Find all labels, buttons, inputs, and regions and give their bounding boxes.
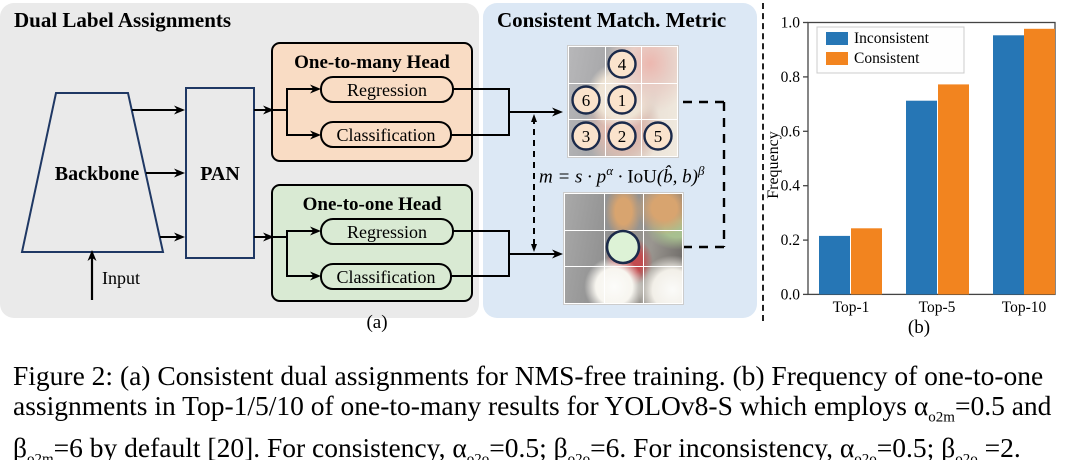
svg-text:Top-10: Top-10 [1002,299,1047,316]
svg-text:Consistent: Consistent [854,50,920,67]
svg-text:0.2: 0.2 [781,232,800,249]
svg-text:Top-5: Top-5 [919,299,956,316]
svg-text:1.0: 1.0 [781,15,801,32]
svg-text:(b): (b) [908,317,930,338]
svg-text:Top-1: Top-1 [833,299,870,316]
svg-text:Inconsistent: Inconsistent [854,30,930,47]
svg-text:0.0: 0.0 [781,286,801,303]
svg-text:0.6: 0.6 [781,123,801,140]
svg-text:Frequency: Frequency [765,131,782,199]
svg-text:0.4: 0.4 [781,178,801,195]
svg-text:0.8: 0.8 [781,69,801,86]
